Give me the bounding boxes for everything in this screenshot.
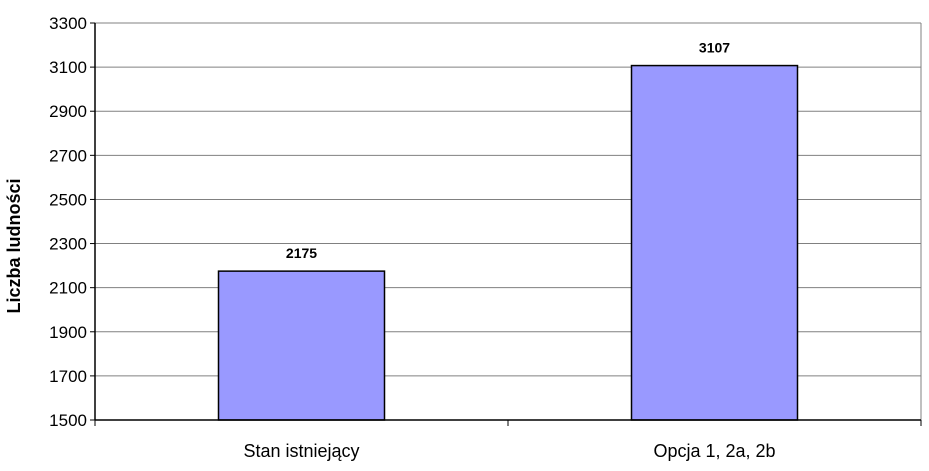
y-tick-label: 1900 [49,323,87,342]
bar [630,64,799,421]
data-label: 2175 [286,245,317,261]
y-tick-label: 2500 [49,190,87,209]
bar [217,270,386,421]
y-axis-ticks: 1500 1700 1900 2100 2300 2500 2700 2900 3100 3300 [49,14,95,430]
y-tick-label: 3300 [49,14,87,33]
bars: 2175 3107 [217,40,799,421]
y-tick-label: 2700 [49,146,87,165]
y-tick-label: 2900 [49,102,87,121]
y-tick-label: 1700 [49,367,87,386]
y-tick-label: 3100 [49,58,87,77]
x-tick-label: Opcja 1, 2a, 2b [653,441,775,461]
x-tick-label: Stan istniejący [243,441,359,461]
y-tick-label: 2100 [49,279,87,298]
y-tick-label: 2300 [49,235,87,254]
y-tick-label: 1500 [49,411,87,430]
x-axis: Stan istniejący Opcja 1, 2a, 2b [94,23,922,461]
y-axis-title: Liczba ludności [4,178,24,313]
data-label: 3107 [699,40,730,56]
